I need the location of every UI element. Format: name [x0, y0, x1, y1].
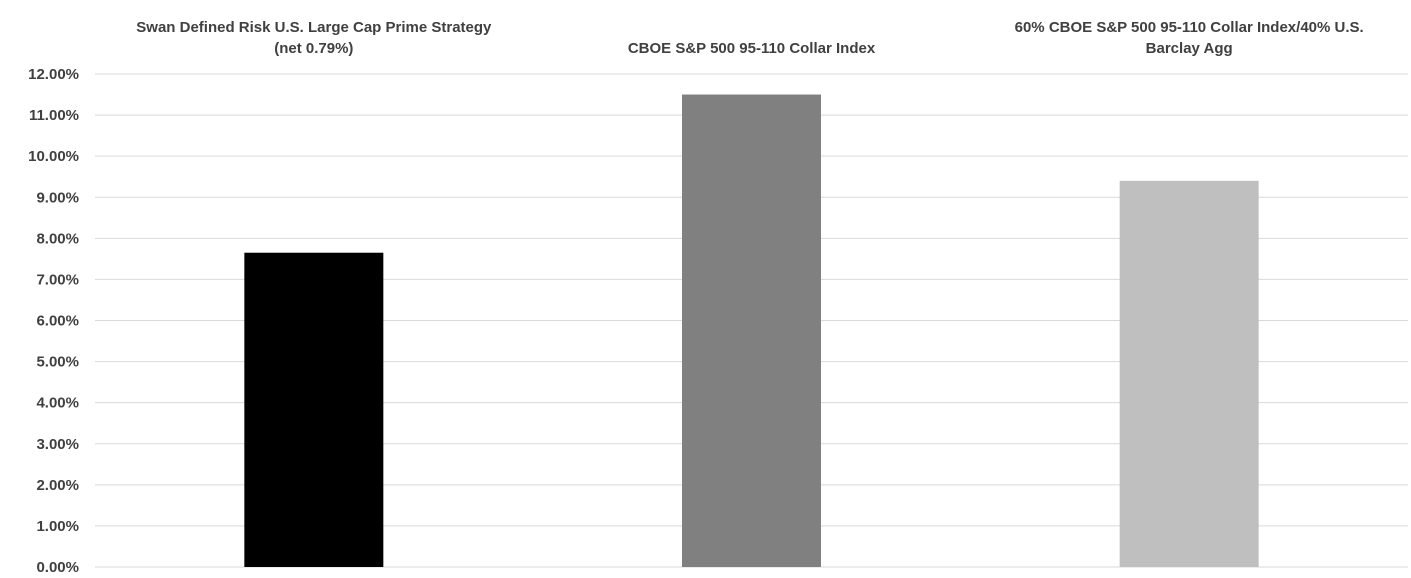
category-labels: Swan Defined Risk U.S. Large Cap Prime S…: [136, 19, 1363, 57]
y-tick-label: 8.00%: [36, 230, 79, 247]
category-label: CBOE S&P 500 95-110 Collar Index: [628, 40, 876, 57]
y-tick-label: 1.00%: [36, 518, 79, 535]
y-tick-label: 11.00%: [29, 107, 79, 124]
y-tick-label: 10.00%: [28, 148, 79, 165]
category-label: (net 0.79%): [274, 40, 353, 57]
y-tick-label: 12.00%: [28, 66, 79, 83]
y-tick-label: 2.00%: [36, 477, 79, 494]
y-tick-label: 7.00%: [36, 271, 79, 288]
bar: [682, 94, 821, 568]
y-tick-label: 5.00%: [36, 354, 79, 371]
bars: [244, 94, 1259, 568]
y-tick-label: 0.00%: [36, 559, 79, 573]
y-tick-label: 9.00%: [36, 189, 79, 206]
y-tick-label: 4.00%: [36, 395, 79, 412]
category-label: 60% CBOE S&P 500 95-110 Collar Index/40%…: [1015, 19, 1364, 36]
bar: [1119, 180, 1259, 568]
y-tick-label: 6.00%: [36, 313, 79, 330]
y-tick-label: 3.00%: [36, 436, 79, 453]
category-label: Barclay Agg: [1146, 40, 1233, 57]
bar: [244, 252, 384, 567]
category-label: Swan Defined Risk U.S. Large Cap Prime S…: [136, 19, 492, 36]
y-axis-tick-labels: 0.00% 1.00% 2.00% 3.00% 4.00% 5.00% 6.00% 7.00%…: [28, 66, 79, 576]
